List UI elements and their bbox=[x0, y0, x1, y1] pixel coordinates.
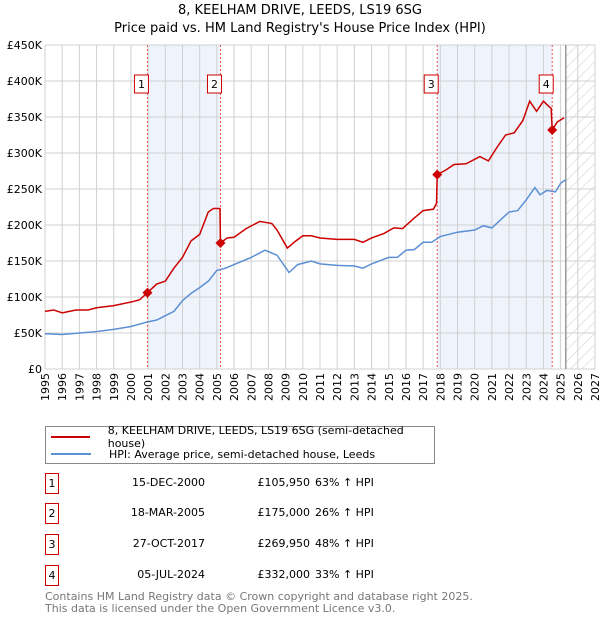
sale-point-marker bbox=[215, 238, 226, 248]
legend-swatch-red bbox=[51, 436, 90, 438]
x-tick-label: 1998 bbox=[91, 373, 104, 401]
x-tick-label: 2017 bbox=[417, 373, 430, 401]
x-tick-label: 2014 bbox=[366, 373, 379, 401]
transaction-number-badge: 4 bbox=[45, 565, 59, 586]
sale-label-box bbox=[133, 74, 149, 94]
sale-label-box bbox=[206, 74, 222, 94]
y-tick-label: £50K bbox=[14, 327, 43, 340]
x-tick-label: 2006 bbox=[228, 373, 241, 401]
x-tick-label: 2016 bbox=[400, 373, 413, 401]
y-tick-label: £200K bbox=[7, 219, 43, 232]
x-tick-label: 2024 bbox=[537, 373, 550, 401]
y-tick-label: £150K bbox=[7, 255, 43, 268]
y-tick-label: £350K bbox=[7, 111, 43, 124]
transaction-number-badge: 2 bbox=[45, 503, 59, 524]
legend-item-property: 8, KEELHAM DRIVE, LEEDS, LS19 6SG (semi-… bbox=[51, 424, 434, 450]
hpi-line bbox=[44, 179, 567, 336]
x-tick-label: 2007 bbox=[245, 373, 258, 401]
x-tick-label: 2026 bbox=[572, 373, 585, 401]
x-tick-label: 2001 bbox=[142, 373, 155, 401]
sale-label-number: 1 bbox=[138, 78, 145, 91]
x-tick-label: 2008 bbox=[262, 373, 275, 401]
x-tick-label: 2022 bbox=[503, 373, 516, 401]
y-tick-label: £450K bbox=[7, 39, 43, 52]
transaction-hpi-change: 26% ↑ HPI bbox=[315, 506, 374, 519]
property-price-line bbox=[44, 99, 565, 314]
transaction-hpi-change: 48% ↑ HPI bbox=[315, 537, 374, 550]
price-chart: 1995 1996 1997 1998 1999 2000 2001 2002 2003 2004… bbox=[7, 39, 600, 401]
transaction-date: 05-JUL-2024 bbox=[137, 568, 205, 581]
x-tick-label: 2003 bbox=[177, 373, 190, 401]
y-tick-label: £400K bbox=[7, 75, 43, 88]
x-tick-label: 1999 bbox=[108, 373, 121, 401]
x-tick-label: 2010 bbox=[297, 373, 310, 401]
transaction-row: 3 27-OCT-2017 £269,950 48% ↑ HPI bbox=[45, 534, 445, 555]
x-tick-label: 2019 bbox=[452, 373, 465, 401]
sale-point-marker bbox=[432, 169, 443, 180]
x-tick-label: 2012 bbox=[331, 373, 344, 401]
transaction-price: £175,000 bbox=[257, 506, 311, 519]
x-tick-label: 2015 bbox=[383, 373, 396, 401]
chart-subtitle: Price paid vs. HM Land Registry's House … bbox=[114, 21, 486, 36]
y-tick-label: £100K bbox=[7, 291, 43, 304]
transaction-hpi-change: 33% ↑ HPI bbox=[315, 568, 374, 581]
transaction-hpi-change: 63% ↑ HPI bbox=[315, 476, 374, 489]
x-tick-label: 2000 bbox=[125, 373, 138, 401]
sale-label-number: 4 bbox=[543, 78, 550, 91]
x-tick-label: 1997 bbox=[73, 373, 86, 401]
x-tick-label: 2021 bbox=[486, 373, 499, 401]
legend-swatch-blue bbox=[51, 453, 91, 455]
legend: 8, KEELHAM DRIVE, LEEDS, LS19 6SG (semi-… bbox=[45, 424, 435, 464]
forecast-hatch bbox=[565, 45, 595, 369]
x-tick-label: 2009 bbox=[280, 373, 293, 401]
shaded-period bbox=[437, 45, 553, 369]
transaction-date: 27-OCT-2017 bbox=[132, 537, 205, 550]
x-tick-label: 2002 bbox=[159, 373, 172, 401]
transaction-price: £105,950 bbox=[257, 476, 311, 489]
legend-label: 8, KEELHAM DRIVE, LEEDS, LS19 6SG (semi-… bbox=[107, 424, 404, 450]
sale-label-number: 2 bbox=[211, 78, 218, 91]
x-tick-label: 2023 bbox=[520, 373, 533, 401]
sale-label-box bbox=[423, 74, 439, 94]
x-tick-label: 2005 bbox=[211, 373, 224, 401]
x-tick-label: 2004 bbox=[194, 373, 207, 401]
transaction-row: 1 15-DEC-2000 £105,950 63% ↑ HPI bbox=[45, 473, 445, 494]
transaction-date: 15-DEC-2000 bbox=[131, 476, 205, 489]
y-tick-label: £300K bbox=[7, 147, 43, 160]
x-tick-label: 2018 bbox=[434, 373, 447, 401]
sale-point-marker bbox=[547, 124, 558, 135]
x-tick-label: 2027 bbox=[589, 373, 600, 401]
legend-item-hpi: HPI: Average price, semi-detached house,… bbox=[51, 446, 375, 462]
x-tick-label: 1996 bbox=[56, 373, 69, 401]
y-tick-label: £0 bbox=[28, 363, 42, 376]
sale-label-box bbox=[538, 74, 554, 94]
transaction-price: £269,950 bbox=[257, 537, 311, 550]
footer-line-1: Contains HM Land Registry data © Crown c… bbox=[45, 590, 473, 603]
shaded-period bbox=[147, 45, 221, 369]
x-tick-label: 2011 bbox=[314, 373, 327, 401]
transaction-row: 2 18-MAR-2005 £175,000 26% ↑ HPI bbox=[45, 503, 445, 524]
transaction-number-badge: 1 bbox=[45, 473, 59, 494]
sale-label-number: 3 bbox=[428, 78, 435, 91]
x-tick-label: 2020 bbox=[469, 373, 482, 401]
x-tick-label: 2013 bbox=[348, 373, 361, 401]
transaction-row: 4 05-JUL-2024 £332,000 33% ↑ HPI bbox=[45, 565, 445, 586]
footer-line-2: This data is licensed under the Open Gov… bbox=[45, 602, 396, 615]
transaction-number-badge: 3 bbox=[45, 534, 59, 555]
transaction-price: £332,000 bbox=[257, 568, 311, 581]
sale-point-marker bbox=[142, 287, 153, 298]
transaction-date: 18-MAR-2005 bbox=[130, 506, 205, 519]
legend-label: HPI: Average price, semi-detached house,… bbox=[109, 447, 376, 461]
chart-title: 8, KEELHAM DRIVE, LEEDS, LS19 6SG bbox=[178, 3, 422, 18]
x-tick-label: 2025 bbox=[555, 373, 568, 401]
y-tick-label: £250K bbox=[7, 183, 43, 196]
x-tick-label: 1995 bbox=[39, 373, 52, 401]
